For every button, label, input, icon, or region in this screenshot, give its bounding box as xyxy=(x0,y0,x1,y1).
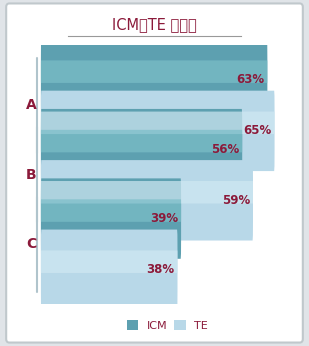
FancyBboxPatch shape xyxy=(41,160,253,240)
Text: 39%: 39% xyxy=(150,212,178,225)
Text: 56%: 56% xyxy=(211,143,239,156)
FancyBboxPatch shape xyxy=(41,109,242,189)
Text: B: B xyxy=(26,168,36,182)
FancyBboxPatch shape xyxy=(41,61,267,83)
FancyBboxPatch shape xyxy=(41,91,275,171)
FancyBboxPatch shape xyxy=(41,181,253,203)
FancyBboxPatch shape xyxy=(41,199,181,222)
Text: 63%: 63% xyxy=(236,73,265,86)
Text: 65%: 65% xyxy=(243,124,272,137)
Text: A: A xyxy=(26,98,36,112)
Text: 38%: 38% xyxy=(146,263,175,276)
FancyBboxPatch shape xyxy=(41,130,242,152)
FancyBboxPatch shape xyxy=(41,39,267,120)
Text: C: C xyxy=(26,237,36,251)
Legend: ICM, TE: ICM, TE xyxy=(123,316,213,335)
FancyBboxPatch shape xyxy=(41,251,177,273)
FancyBboxPatch shape xyxy=(41,229,177,310)
Text: 59%: 59% xyxy=(222,194,250,207)
FancyBboxPatch shape xyxy=(41,111,275,134)
FancyBboxPatch shape xyxy=(41,179,181,259)
Text: ICM・TE 評価別: ICM・TE 評価別 xyxy=(112,17,197,32)
